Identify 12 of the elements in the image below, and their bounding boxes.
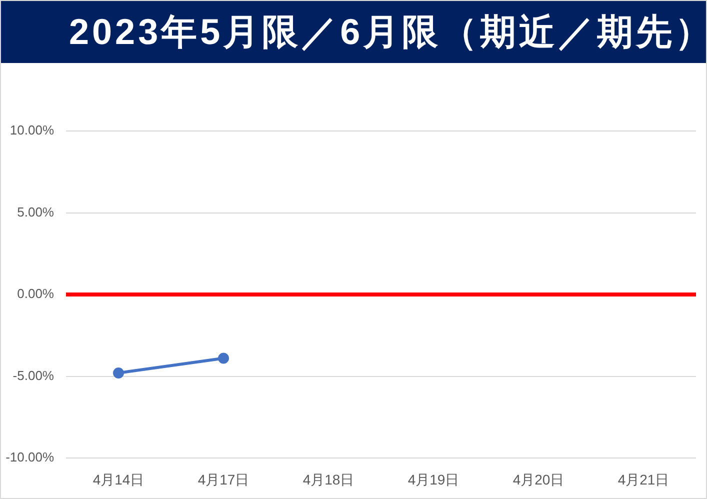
chart-title: 2023年5月限／6月限（期近／期先） <box>1 1 707 63</box>
y-tick-label: -10.00% <box>6 450 54 465</box>
y-tick-label: 5.00% <box>17 204 54 220</box>
x-tick-label: 4月20日 <box>512 471 564 488</box>
x-tick-label: 4月19日 <box>408 471 460 488</box>
y-tick-label: 0.00% <box>17 286 54 302</box>
x-tick-label: 4月18日 <box>302 471 354 488</box>
y-tick-label: -5.00% <box>12 368 54 383</box>
x-tick-label: 4月17日 <box>198 471 250 488</box>
y-tick-label: 10.00% <box>10 122 54 138</box>
x-tick-label: 4月21日 <box>618 471 670 488</box>
x-tick-label: 4月14日 <box>92 471 144 488</box>
